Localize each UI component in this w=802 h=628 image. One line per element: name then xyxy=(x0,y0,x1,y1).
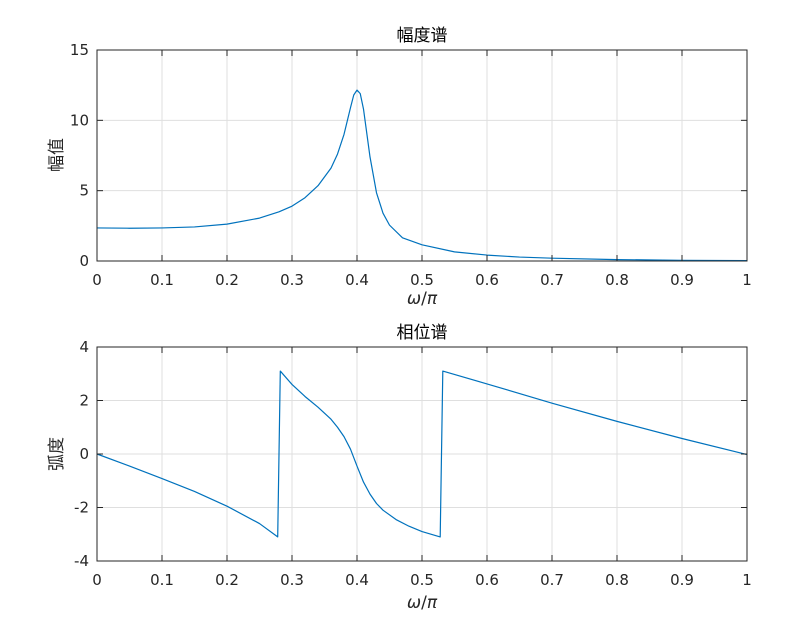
magnitude-x-tick-label-10: 1 xyxy=(742,271,752,289)
magnitude-y-tick-label-0: 0 xyxy=(79,252,89,270)
phase-x-tick-label-8: 0.8 xyxy=(605,571,629,589)
phase-y-tick-label-4: 4 xyxy=(79,338,89,356)
phase-y-tick-label-3: 2 xyxy=(79,392,89,410)
phase-x-tick-label-7: 0.7 xyxy=(540,571,564,589)
phase-x-tick-label-9: 0.9 xyxy=(670,571,694,589)
magnitude-x-axis-label: ω/π xyxy=(407,289,438,309)
phase-x-tick-label-6: 0.6 xyxy=(475,571,499,589)
phase-x-tick-label-3: 0.3 xyxy=(280,571,304,589)
phase-x-tick-label-1: 0.1 xyxy=(150,571,174,589)
phase-x-tick-label-4: 0.4 xyxy=(345,571,369,589)
phase-x-tick-label-10: 1 xyxy=(742,571,752,589)
phase-y-axis-label: 弧度 xyxy=(47,437,67,471)
magnitude-x-tick-label-3: 0.3 xyxy=(280,271,304,289)
magnitude-y-tick-label-1: 5 xyxy=(79,182,89,200)
magnitude-x-tick-label-6: 0.6 xyxy=(475,271,499,289)
phase-x-axis-label: ω/π xyxy=(407,593,438,613)
phase-ticks: 0 0.1 0.2 0.3 0.4 0.5 0.6 0.7 0.8 0.9 1 -4 -2 0 2 4 xyxy=(74,338,752,589)
magnitude-y-tick-label-2: 10 xyxy=(70,111,89,129)
magnitude-y-tick-label-3: 15 xyxy=(70,41,89,59)
phase-plot: 0 0.1 0.2 0.3 0.4 0.5 0.6 0.7 0.8 0.9 1 -4 -2 0 2 4 相位谱… xyxy=(47,323,752,613)
magnitude-x-tick-label-8: 0.8 xyxy=(605,271,629,289)
phase-chart-title: 相位谱 xyxy=(397,323,448,343)
phase-y-tick-label-1: -2 xyxy=(74,499,89,517)
magnitude-x-tick-label-0: 0 xyxy=(92,271,102,289)
magnitude-y-axis-label: 幅值 xyxy=(47,138,67,172)
phase-series xyxy=(96,370,748,538)
phase-x-tick-label-5: 0.5 xyxy=(410,571,434,589)
magnitude-x-tick-label-2: 0.2 xyxy=(215,271,239,289)
phase-y-tick-label-2: 0 xyxy=(79,445,89,463)
phase-y-tick-label-0: -4 xyxy=(74,552,89,570)
magnitude-chart-title: 幅度谱 xyxy=(397,26,448,46)
phase-x-tick-label-0: 0 xyxy=(92,571,102,589)
magnitude-x-tick-label-5: 0.5 xyxy=(410,271,434,289)
phase-series-line-0 xyxy=(96,370,748,538)
magnitude-x-tick-label-1: 0.1 xyxy=(150,271,174,289)
phase-x-tick-label-2: 0.2 xyxy=(215,571,239,589)
magnitude-x-tick-label-9: 0.9 xyxy=(670,271,694,289)
magnitude-x-tick-label-7: 0.7 xyxy=(540,271,564,289)
magnitude-x-tick-label-4: 0.4 xyxy=(345,271,369,289)
